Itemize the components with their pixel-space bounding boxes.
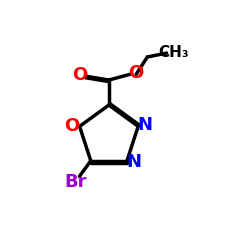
Text: CH₃: CH₃ (159, 45, 189, 60)
Text: O: O (72, 66, 88, 84)
Text: Br: Br (64, 173, 87, 191)
Text: N: N (138, 116, 152, 134)
Text: N: N (126, 153, 141, 171)
Text: O: O (128, 64, 144, 82)
Text: O: O (64, 117, 80, 135)
